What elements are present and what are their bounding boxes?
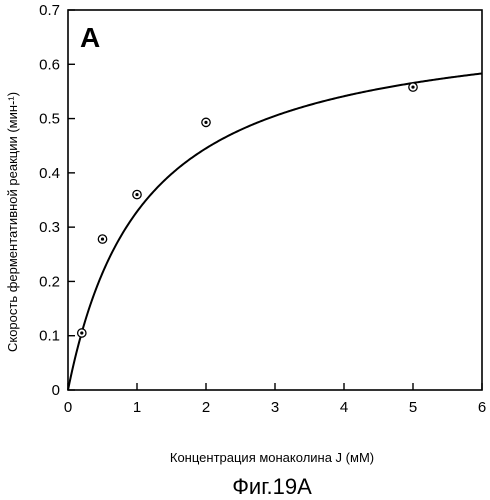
x-tick-label: 1 bbox=[133, 399, 141, 416]
fit-curve bbox=[67, 72, 483, 391]
x-tick-label: 4 bbox=[340, 399, 348, 416]
panel-label: A bbox=[80, 22, 100, 53]
plot-area: 0 1 2 3 4 5 6 0 0.1 0.2 0.3 0.4 0.5 0.6 0.7 bbox=[39, 2, 486, 416]
y-tick-label: 0 bbox=[52, 382, 60, 399]
y-tick-label: 0.1 bbox=[39, 328, 60, 345]
x-tick-label: 6 bbox=[478, 399, 486, 416]
y-tick-label: 0.6 bbox=[39, 56, 60, 73]
y-tick-label: 0.5 bbox=[39, 111, 60, 128]
x-axis-label: Концентрация монаколина J (мМ) bbox=[170, 450, 374, 465]
x-tick-label: 0 bbox=[64, 399, 72, 416]
x-tick-label: 5 bbox=[409, 399, 417, 416]
y-tick-label: 0.3 bbox=[39, 219, 60, 236]
data-point-center bbox=[411, 85, 415, 89]
plot-frame bbox=[67, 9, 483, 391]
figure-caption: Фиг.19А bbox=[232, 474, 312, 499]
data-point-center bbox=[80, 331, 84, 335]
y-tick-label: 0.2 bbox=[39, 273, 60, 290]
x-tick-label: 3 bbox=[271, 399, 279, 416]
y-tick-label: 0.4 bbox=[39, 165, 60, 182]
data-point-center bbox=[135, 192, 139, 197]
y-tick-label: 0.7 bbox=[39, 2, 60, 19]
y-axis-label: Скорость ферментативной реакции (мин-¹) bbox=[5, 92, 20, 352]
x-tick-label: 2 bbox=[202, 399, 210, 416]
data-point-center bbox=[100, 237, 105, 241]
data-point-center bbox=[204, 120, 208, 124]
